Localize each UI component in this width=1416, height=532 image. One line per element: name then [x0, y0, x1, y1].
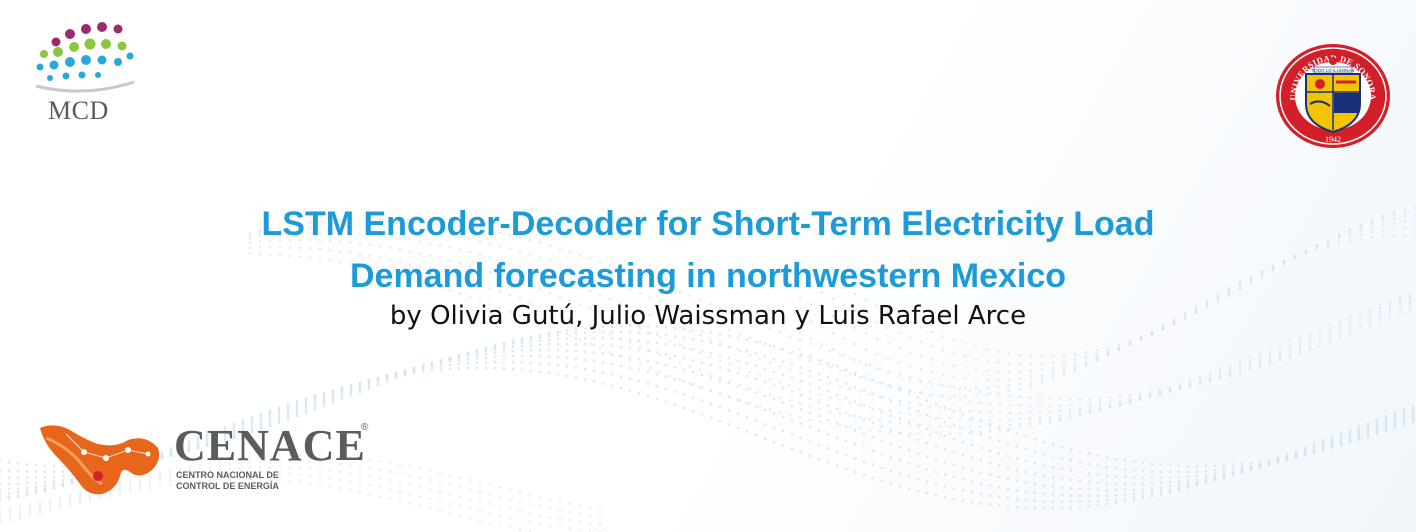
title-block: LSTM Encoder-Decoder for Short-Term Elec…: [0, 198, 1416, 334]
mcd-logo-text: MCD: [48, 96, 109, 125]
cenace-map-icon: [40, 425, 160, 495]
seal-motto: TODO LO ILUMINAN: [1312, 68, 1355, 73]
mcd-dots-icon: [35, 22, 135, 93]
cenace-name: CENACE: [174, 421, 366, 470]
cenace-subtitle-line-1: CENTRO NACIONAL DE: [176, 470, 279, 480]
cenace-logo: CENACE ® CENTRO NACIONAL DE CONTROL DE E…: [36, 418, 376, 500]
cenace-subtitle: CENTRO NACIONAL DE CONTROL DE ENERGÍA: [176, 470, 279, 492]
authors: by Olivia Gutú, Julio Waissman y Luis Ra…: [389, 301, 1027, 331]
title-line-2: Demand forecasting in northwestern Mexic…: [349, 257, 1067, 295]
cenace-registered-mark: ®: [361, 422, 369, 433]
title-line-1: LSTM Encoder-Decoder for Short-Term Elec…: [261, 205, 1155, 243]
seal-year: 1942: [1325, 135, 1341, 144]
mcd-logo: MCD: [30, 18, 140, 125]
cenace-subtitle-line-2: CONTROL DE ENERGÍA: [176, 481, 279, 491]
